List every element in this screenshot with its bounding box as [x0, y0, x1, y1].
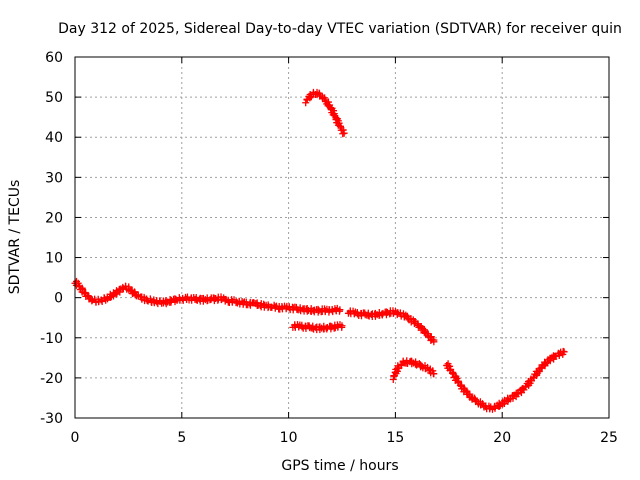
data-point-marker	[430, 370, 438, 378]
series-segment-5	[389, 357, 438, 383]
data-point-marker	[336, 306, 344, 314]
tick-labels: 0 5 10 15 20 25 -30 -20 -10 0 10 20 30 40 50 60	[40, 50, 618, 446]
series-segment-3	[302, 88, 348, 138]
y-tick-label: 50	[45, 90, 63, 106]
grid-lines	[75, 57, 609, 418]
y-tick-label: 10	[45, 251, 63, 267]
data-point-marker	[560, 348, 568, 356]
data-point-marker	[298, 321, 306, 329]
data-point-marker	[353, 308, 361, 316]
x-axis-label: GPS time / hours	[281, 458, 398, 474]
y-tick-label: 20	[45, 210, 63, 226]
data-point-marker	[309, 322, 317, 330]
data-point-marker	[338, 322, 346, 330]
series-segment-1	[71, 277, 344, 316]
data-point-marker	[430, 338, 438, 346]
y-tick-label: 30	[45, 170, 63, 186]
x-tick-label: 15	[386, 430, 404, 446]
data-point-marker	[183, 293, 191, 301]
y-tick-label: -10	[40, 331, 63, 347]
y-tick-label: -30	[40, 411, 63, 427]
data-point-marker	[471, 396, 479, 404]
axis-ticks	[74, 56, 610, 419]
x-tick-label: 5	[177, 430, 186, 446]
x-tick-label: 20	[493, 430, 511, 446]
plot-frame	[74, 56, 610, 419]
series-segment-6	[443, 347, 568, 413]
x-tick-label: 0	[71, 430, 80, 446]
chart-title: Day 312 of 2025, Sidereal Day-to-day VTE…	[58, 21, 622, 37]
data-point-marker	[340, 129, 348, 137]
y-tick-label: 40	[45, 130, 63, 146]
x-tick-label: 25	[600, 430, 618, 446]
y-tick-label: 60	[45, 50, 63, 66]
y-axis-label: SDTVAR / TECUs	[7, 180, 23, 295]
data-point-marker	[143, 296, 151, 304]
series-segment-2	[289, 321, 346, 334]
y-tick-label: 0	[54, 291, 63, 307]
data-points	[71, 88, 568, 413]
data-point-marker	[146, 295, 154, 303]
data-point-marker	[397, 362, 405, 370]
x-tick-label: 10	[280, 430, 298, 446]
y-tick-label: -20	[40, 371, 63, 387]
series-segment-4	[344, 307, 438, 346]
